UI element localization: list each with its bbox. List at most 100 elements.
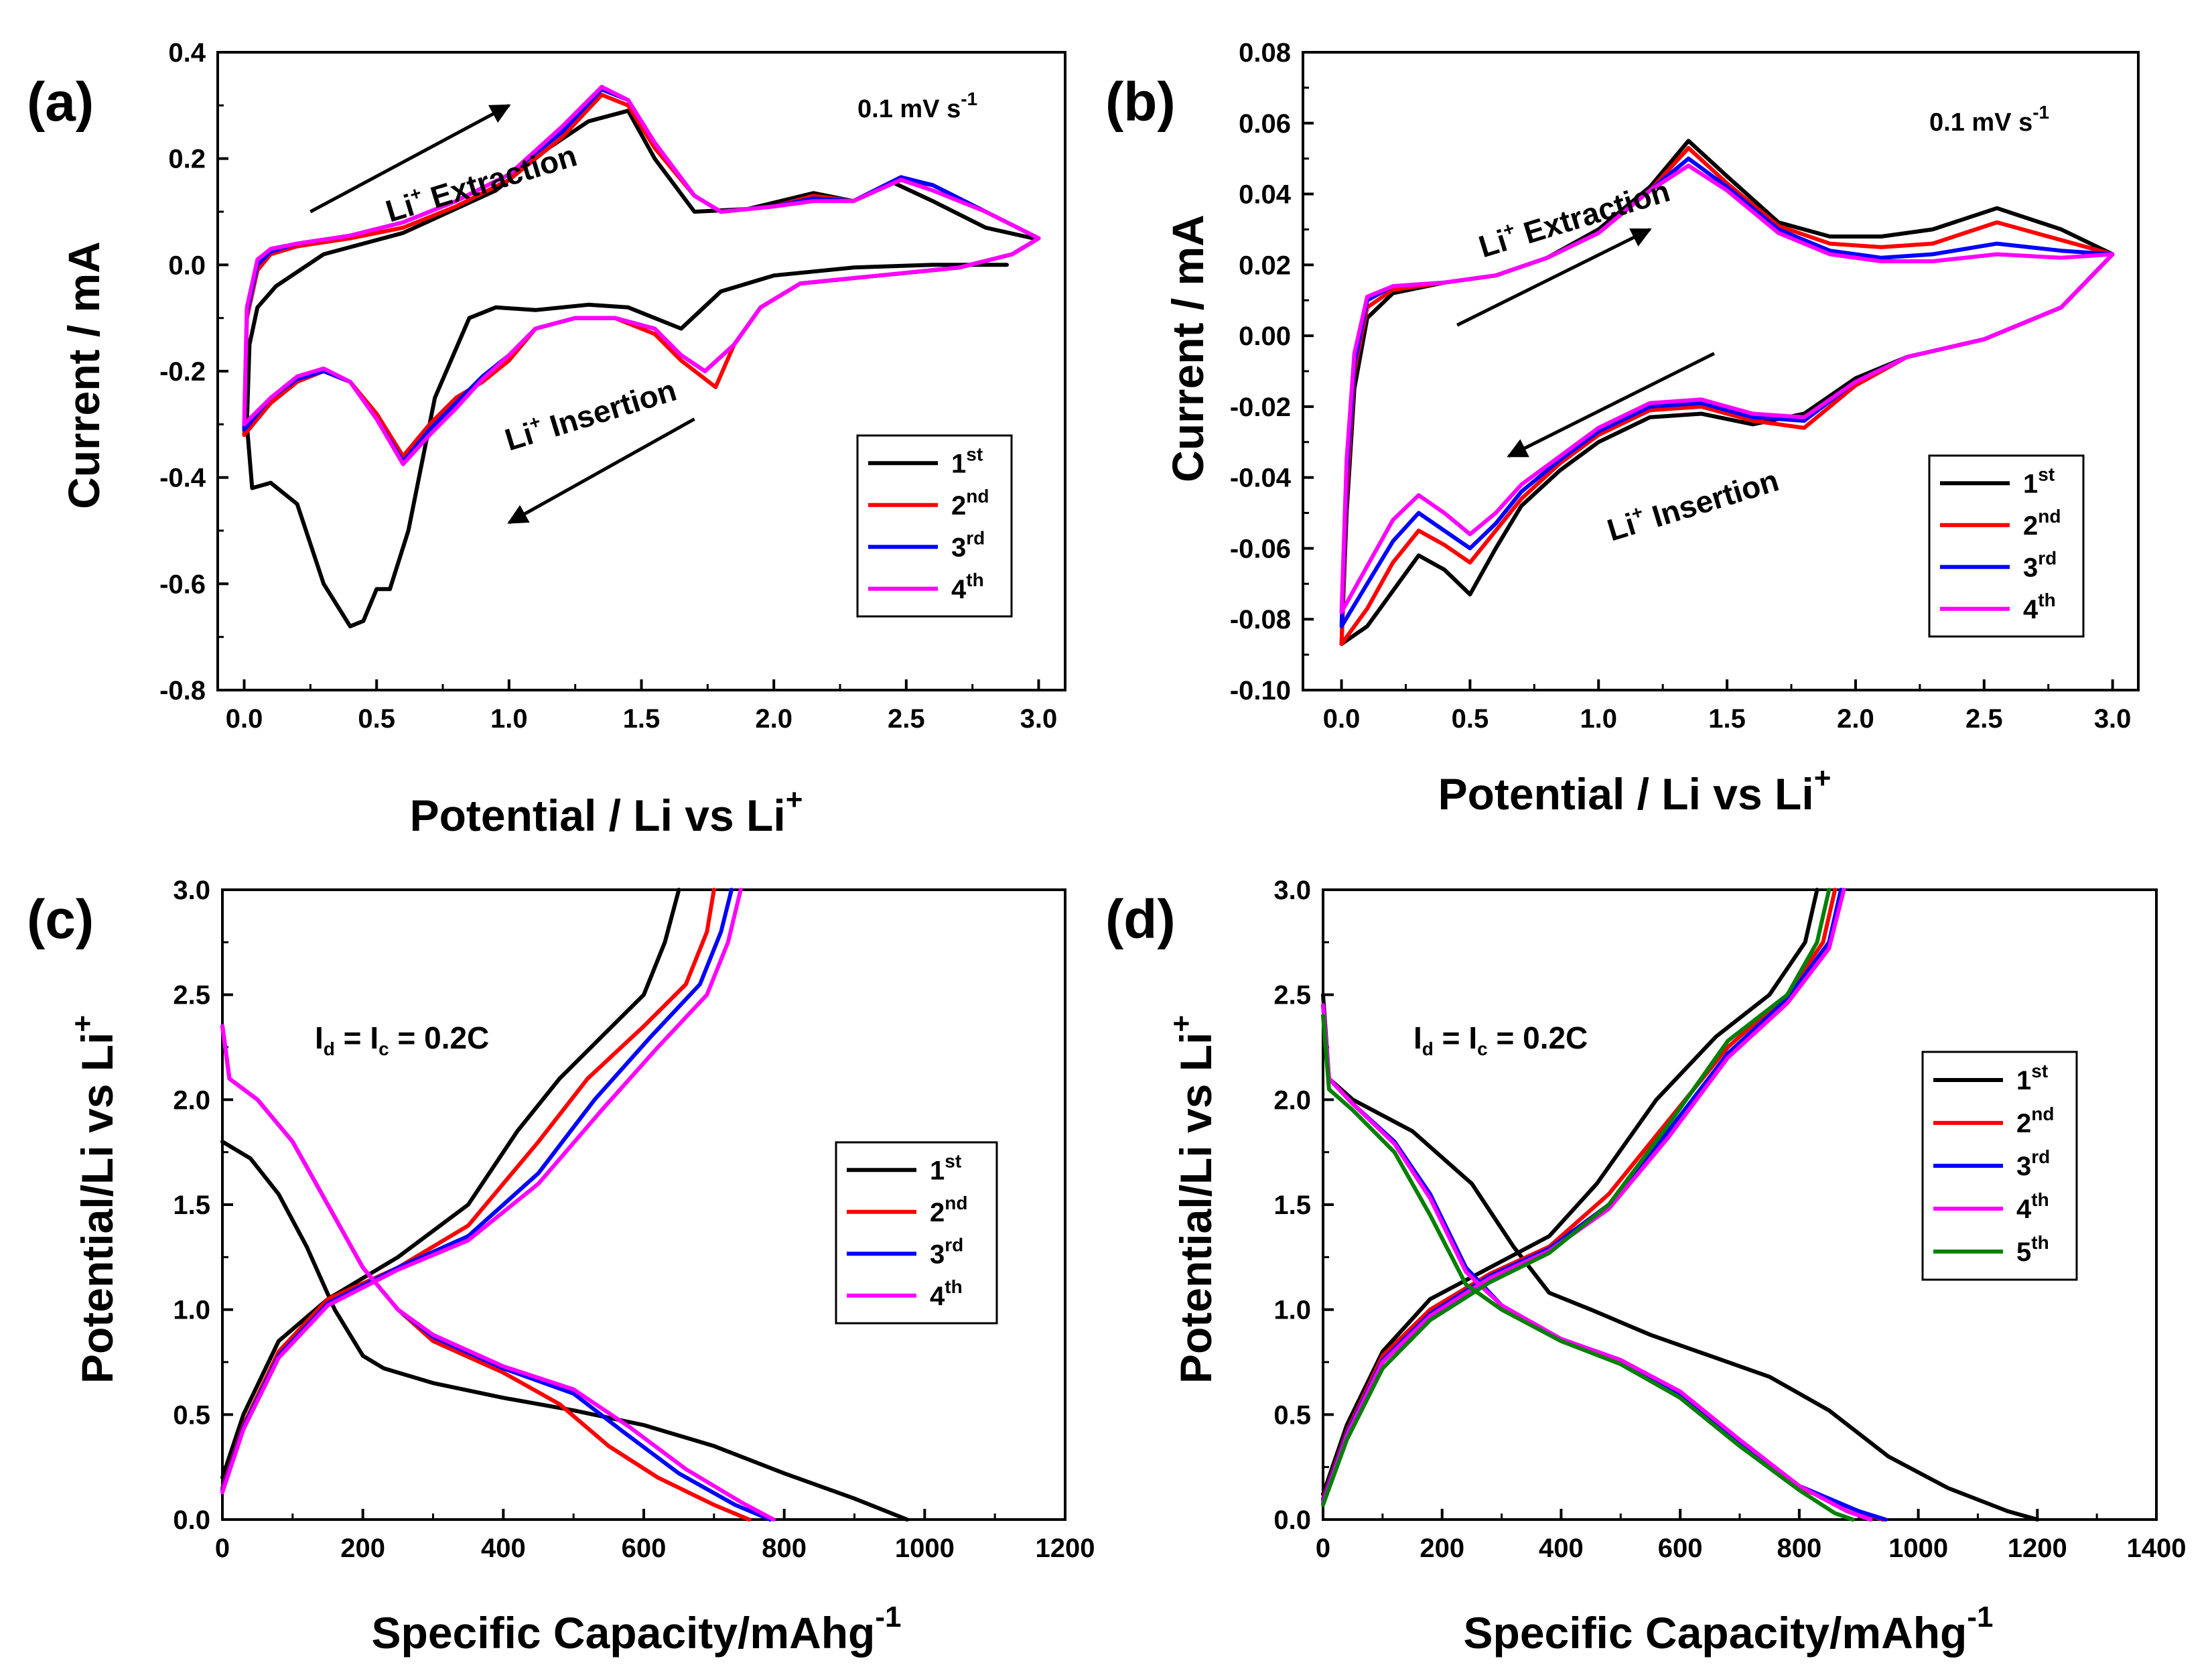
direction-annotation: Li+ Insertion	[1602, 461, 1783, 548]
x-tick-label: 1.5	[623, 704, 661, 734]
panel-a: (a) 0.0 0.5 1.0 1.5 2.0 2.5 3.0 -0.8 -0.6 -0.4 -0.…	[27, 38, 1066, 840]
y-tick-label: -0.08	[1230, 605, 1291, 634]
legend: 1st 2nd 3rd 4th	[1928, 454, 2085, 638]
panel-d-ylabel: Potential/Li vs Li+	[1165, 1015, 1221, 1384]
series-line-2nd-charge	[220, 888, 716, 1490]
y-tick-label: 0.0	[1273, 1505, 1311, 1535]
legend-label: 3rd	[930, 1234, 963, 1269]
x-tick-label: 2.5	[888, 704, 925, 734]
panel-a-ylabel: Current / mA	[59, 241, 109, 509]
panel-c-letter: (c)	[27, 889, 94, 950]
series-line-4th-charge	[220, 888, 743, 1495]
y-tick-label: -0.10	[1230, 676, 1291, 706]
x-tick-label: 200	[1420, 1534, 1464, 1563]
y-tick-label: 1.0	[173, 1296, 210, 1325]
legend-label: 2nd	[951, 486, 989, 521]
y-tick-label: -0.2	[159, 357, 206, 387]
x-tick-label: 0.0	[1323, 704, 1361, 734]
panel-a-xlabel: Potential / Li vs Li+	[410, 783, 803, 840]
direction-arrow	[507, 417, 695, 525]
legend-label: 1st	[951, 444, 983, 478]
legend-label: 2nd	[930, 1193, 967, 1227]
y-tick-label: 2.5	[1273, 981, 1311, 1010]
series-line-1st-discharge	[220, 1140, 910, 1522]
direction-annotation: Li+ Extraction	[381, 136, 581, 229]
y-tick-label: -0.8	[159, 676, 206, 706]
panel-c-current-label: Id = Ic = 0.2C	[315, 1020, 489, 1059]
series-line-3rd	[1339, 156, 2115, 628]
panel-c-plot: 0 200 400 600 800 1000 1200 0.0 0.5 1.0 1.5 2.0 2.5 3…	[173, 876, 1095, 1563]
series-line-2nd	[1339, 145, 2115, 647]
y-tick-label: 0.4	[168, 38, 206, 68]
series-line-5th-discharge	[1321, 1014, 1855, 1522]
y-tick-label: 0.08	[1239, 38, 1291, 68]
x-tick-label: 0	[215, 1534, 230, 1563]
series-line-2nd-discharge	[1321, 1003, 1885, 1522]
panel-b-rate-label: 0.1 mV s-1	[1929, 102, 2049, 137]
panel-d-xlabel: Specific Capacity/mAhg-1	[1463, 1601, 1993, 1658]
legend-label: 4th	[2016, 1189, 2049, 1224]
x-tick-label: 400	[481, 1534, 526, 1563]
x-tick-label: 2.5	[1965, 704, 2003, 734]
y-tick-label: 2.0	[173, 1085, 210, 1115]
y-tick-label: -0.4	[159, 464, 206, 493]
y-tick-label: 0.5	[173, 1400, 210, 1430]
panel-d: (d) 0 200 400 600 800 1000 1200 1400 0.0 0.5 1.0 1.…	[1105, 876, 2186, 1658]
y-tick-label: -0.06	[1230, 534, 1291, 563]
legend-label: 1st	[2016, 1061, 2048, 1095]
x-tick-label: 1.0	[1580, 704, 1617, 734]
x-tick-label: 800	[1777, 1534, 1821, 1563]
legend-label: 4th	[2023, 590, 2056, 624]
x-tick-label: 0.5	[358, 704, 395, 734]
x-tick-label: 0	[1316, 1534, 1330, 1563]
series-line-2nd-discharge	[220, 1024, 752, 1522]
x-tick-label: 0.5	[1452, 704, 1489, 734]
direction-arrow	[1456, 228, 1652, 327]
legend-label: 3rd	[2023, 547, 2057, 582]
y-tick-label: 1.0	[1273, 1296, 1311, 1325]
x-tick-label: 600	[622, 1534, 667, 1563]
legend: 1st 2nd 3rd 4th	[856, 434, 1013, 618]
x-tick-label: 1.5	[1708, 704, 1746, 734]
series-line-1st-charge	[220, 888, 681, 1480]
legend: 1st 2nd 3rd 4th 5th	[1921, 1051, 2078, 1281]
panel-a-plot: 0.0 0.5 1.0 1.5 2.0 2.5 3.0 -0.8 -0.6 -0.4 -0.2 0.0…	[159, 38, 1066, 734]
series-line-4th-discharge	[1321, 1003, 1873, 1522]
x-tick-label: 800	[762, 1534, 807, 1563]
legend-box	[835, 1141, 998, 1325]
y-tick-label: 0.0	[173, 1505, 210, 1535]
y-tick-label: -0.04	[1230, 464, 1292, 493]
x-tick-label: 3.0	[2094, 704, 2132, 734]
legend-label: 3rd	[951, 527, 985, 562]
legend-label: 2nd	[2023, 506, 2061, 541]
direction-arrow	[309, 104, 511, 214]
panel-a-letter: (a)	[27, 72, 94, 133]
panel-b-ylabel: Current / mA	[1163, 214, 1213, 482]
legend-label: 1st	[2023, 464, 2055, 498]
series-line-2nd-charge	[1321, 888, 1838, 1501]
x-tick-label: 200	[340, 1534, 385, 1563]
x-tick-label: 2.0	[755, 704, 792, 734]
direction-arrow	[1507, 352, 1716, 458]
x-tick-label: 400	[1539, 1534, 1584, 1563]
series-line-4th-discharge	[220, 1024, 776, 1522]
x-tick-label: 0.0	[226, 704, 263, 734]
x-tick-label: 1400	[2127, 1534, 2187, 1563]
x-tick-label: 1200	[2008, 1534, 2067, 1563]
panel-b-xlabel: Potential / Li vs Li+	[1438, 762, 1831, 819]
series-line-4th	[1339, 163, 2115, 614]
x-tick-label: 1200	[1036, 1534, 1095, 1563]
series-line-1st-charge	[1321, 888, 1819, 1497]
y-tick-label: 0.04	[1239, 180, 1292, 210]
y-tick-label: 1.5	[1273, 1191, 1311, 1220]
x-tick-label: 3.0	[1020, 704, 1058, 734]
y-tick-label: 0.06	[1239, 109, 1291, 139]
x-tick-label: 1000	[1888, 1534, 1948, 1563]
legend-label: 1st	[930, 1150, 961, 1185]
y-tick-label: 2.5	[173, 981, 210, 1010]
y-tick-label: 0.02	[1239, 251, 1291, 280]
direction-annotation: Li+ Extraction	[1474, 171, 1673, 264]
y-tick-label: 0.2	[168, 145, 206, 174]
legend-label: 5th	[2016, 1232, 2049, 1267]
series-line-4th	[242, 84, 1041, 466]
